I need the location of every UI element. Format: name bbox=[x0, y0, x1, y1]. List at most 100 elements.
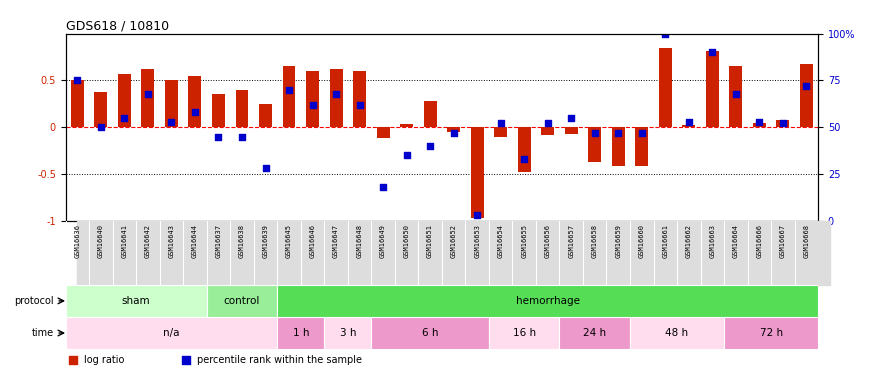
Point bbox=[188, 109, 202, 115]
Text: GSM16664: GSM16664 bbox=[733, 224, 738, 258]
Point bbox=[541, 120, 555, 126]
Point bbox=[212, 134, 226, 140]
Text: GSM16660: GSM16660 bbox=[639, 224, 645, 258]
Bar bbox=[306, 71, 319, 127]
Bar bbox=[71, 81, 84, 127]
Point bbox=[634, 130, 648, 136]
Text: 1 h: 1 h bbox=[292, 328, 309, 338]
Text: time: time bbox=[31, 328, 54, 338]
Bar bbox=[165, 81, 178, 127]
Point bbox=[503, 256, 517, 262]
Text: GSM16638: GSM16638 bbox=[239, 224, 245, 258]
Point bbox=[446, 130, 460, 136]
Text: GSM16648: GSM16648 bbox=[357, 224, 362, 258]
Point bbox=[517, 156, 531, 162]
Bar bbox=[325, 317, 371, 349]
Text: log ratio: log ratio bbox=[84, 355, 125, 365]
Text: GSM16667: GSM16667 bbox=[780, 224, 786, 258]
Text: GSM16656: GSM16656 bbox=[545, 224, 550, 258]
Point bbox=[752, 118, 766, 124]
Point bbox=[800, 83, 814, 89]
Text: GSM16642: GSM16642 bbox=[145, 224, 150, 258]
Bar bbox=[142, 69, 154, 127]
Text: 24 h: 24 h bbox=[583, 328, 606, 338]
Text: GSM16652: GSM16652 bbox=[451, 224, 457, 258]
Bar bbox=[612, 127, 625, 166]
Text: GSM16654: GSM16654 bbox=[498, 224, 504, 258]
Text: 48 h: 48 h bbox=[666, 328, 689, 338]
Point bbox=[424, 143, 438, 149]
Bar bbox=[283, 66, 296, 127]
Bar bbox=[277, 285, 818, 317]
Bar bbox=[212, 93, 225, 127]
Point bbox=[658, 31, 672, 37]
Point bbox=[376, 184, 390, 190]
Point bbox=[612, 130, 626, 136]
Point bbox=[682, 118, 696, 124]
Text: hemorrhage: hemorrhage bbox=[515, 296, 580, 306]
Bar bbox=[471, 127, 484, 218]
Text: sham: sham bbox=[122, 296, 150, 306]
Bar bbox=[494, 127, 507, 136]
Bar bbox=[659, 48, 672, 127]
Text: GSM16650: GSM16650 bbox=[403, 224, 410, 258]
Point bbox=[141, 90, 155, 96]
Bar bbox=[376, 127, 389, 138]
Text: control: control bbox=[224, 296, 260, 306]
Text: GSM16637: GSM16637 bbox=[215, 224, 221, 258]
Text: GSM16655: GSM16655 bbox=[522, 224, 527, 258]
Text: GSM16658: GSM16658 bbox=[592, 224, 598, 258]
Bar bbox=[188, 76, 201, 127]
Text: protocol: protocol bbox=[14, 296, 54, 306]
Bar bbox=[588, 127, 601, 162]
Point bbox=[164, 118, 178, 124]
Bar bbox=[559, 317, 630, 349]
Bar bbox=[400, 124, 413, 127]
Bar bbox=[564, 127, 578, 134]
Text: GSM16640: GSM16640 bbox=[98, 224, 104, 258]
Text: 72 h: 72 h bbox=[760, 328, 782, 338]
Point bbox=[705, 50, 719, 55]
Bar bbox=[630, 317, 724, 349]
Bar bbox=[635, 127, 648, 166]
Point bbox=[564, 115, 578, 121]
Text: GSM16659: GSM16659 bbox=[615, 224, 621, 258]
Text: GSM16636: GSM16636 bbox=[74, 224, 80, 258]
Text: GSM16662: GSM16662 bbox=[686, 224, 692, 258]
Point bbox=[470, 212, 484, 218]
Text: n/a: n/a bbox=[164, 328, 179, 338]
Point bbox=[493, 120, 507, 126]
Bar bbox=[66, 317, 277, 349]
Text: GSM16643: GSM16643 bbox=[169, 224, 174, 258]
Bar bbox=[730, 66, 742, 127]
Bar bbox=[277, 317, 325, 349]
Text: GSM16645: GSM16645 bbox=[286, 224, 292, 258]
Bar bbox=[489, 317, 559, 349]
Point bbox=[400, 152, 414, 158]
Text: GDS618 / 10810: GDS618 / 10810 bbox=[66, 20, 169, 33]
Bar bbox=[752, 123, 766, 127]
Point bbox=[235, 134, 249, 140]
Text: GSM16651: GSM16651 bbox=[427, 224, 433, 258]
Point bbox=[729, 90, 743, 96]
Text: GSM16668: GSM16668 bbox=[803, 224, 809, 258]
Text: GSM16646: GSM16646 bbox=[310, 224, 316, 258]
Text: percentile rank within the sample: percentile rank within the sample bbox=[198, 355, 362, 365]
Point bbox=[117, 115, 131, 121]
Point bbox=[353, 102, 367, 108]
Bar bbox=[447, 127, 460, 132]
Bar bbox=[330, 69, 342, 127]
Bar bbox=[94, 92, 108, 127]
Text: 6 h: 6 h bbox=[422, 328, 438, 338]
Bar bbox=[800, 64, 813, 127]
Bar bbox=[706, 51, 718, 127]
Point bbox=[258, 165, 272, 171]
Bar bbox=[235, 90, 248, 127]
Bar bbox=[259, 104, 272, 127]
Text: GSM16649: GSM16649 bbox=[380, 224, 386, 258]
Text: GSM16661: GSM16661 bbox=[662, 224, 668, 258]
Text: GSM16657: GSM16657 bbox=[568, 224, 574, 258]
Bar bbox=[371, 317, 489, 349]
Bar bbox=[424, 101, 437, 127]
Text: GSM16639: GSM16639 bbox=[262, 224, 269, 258]
